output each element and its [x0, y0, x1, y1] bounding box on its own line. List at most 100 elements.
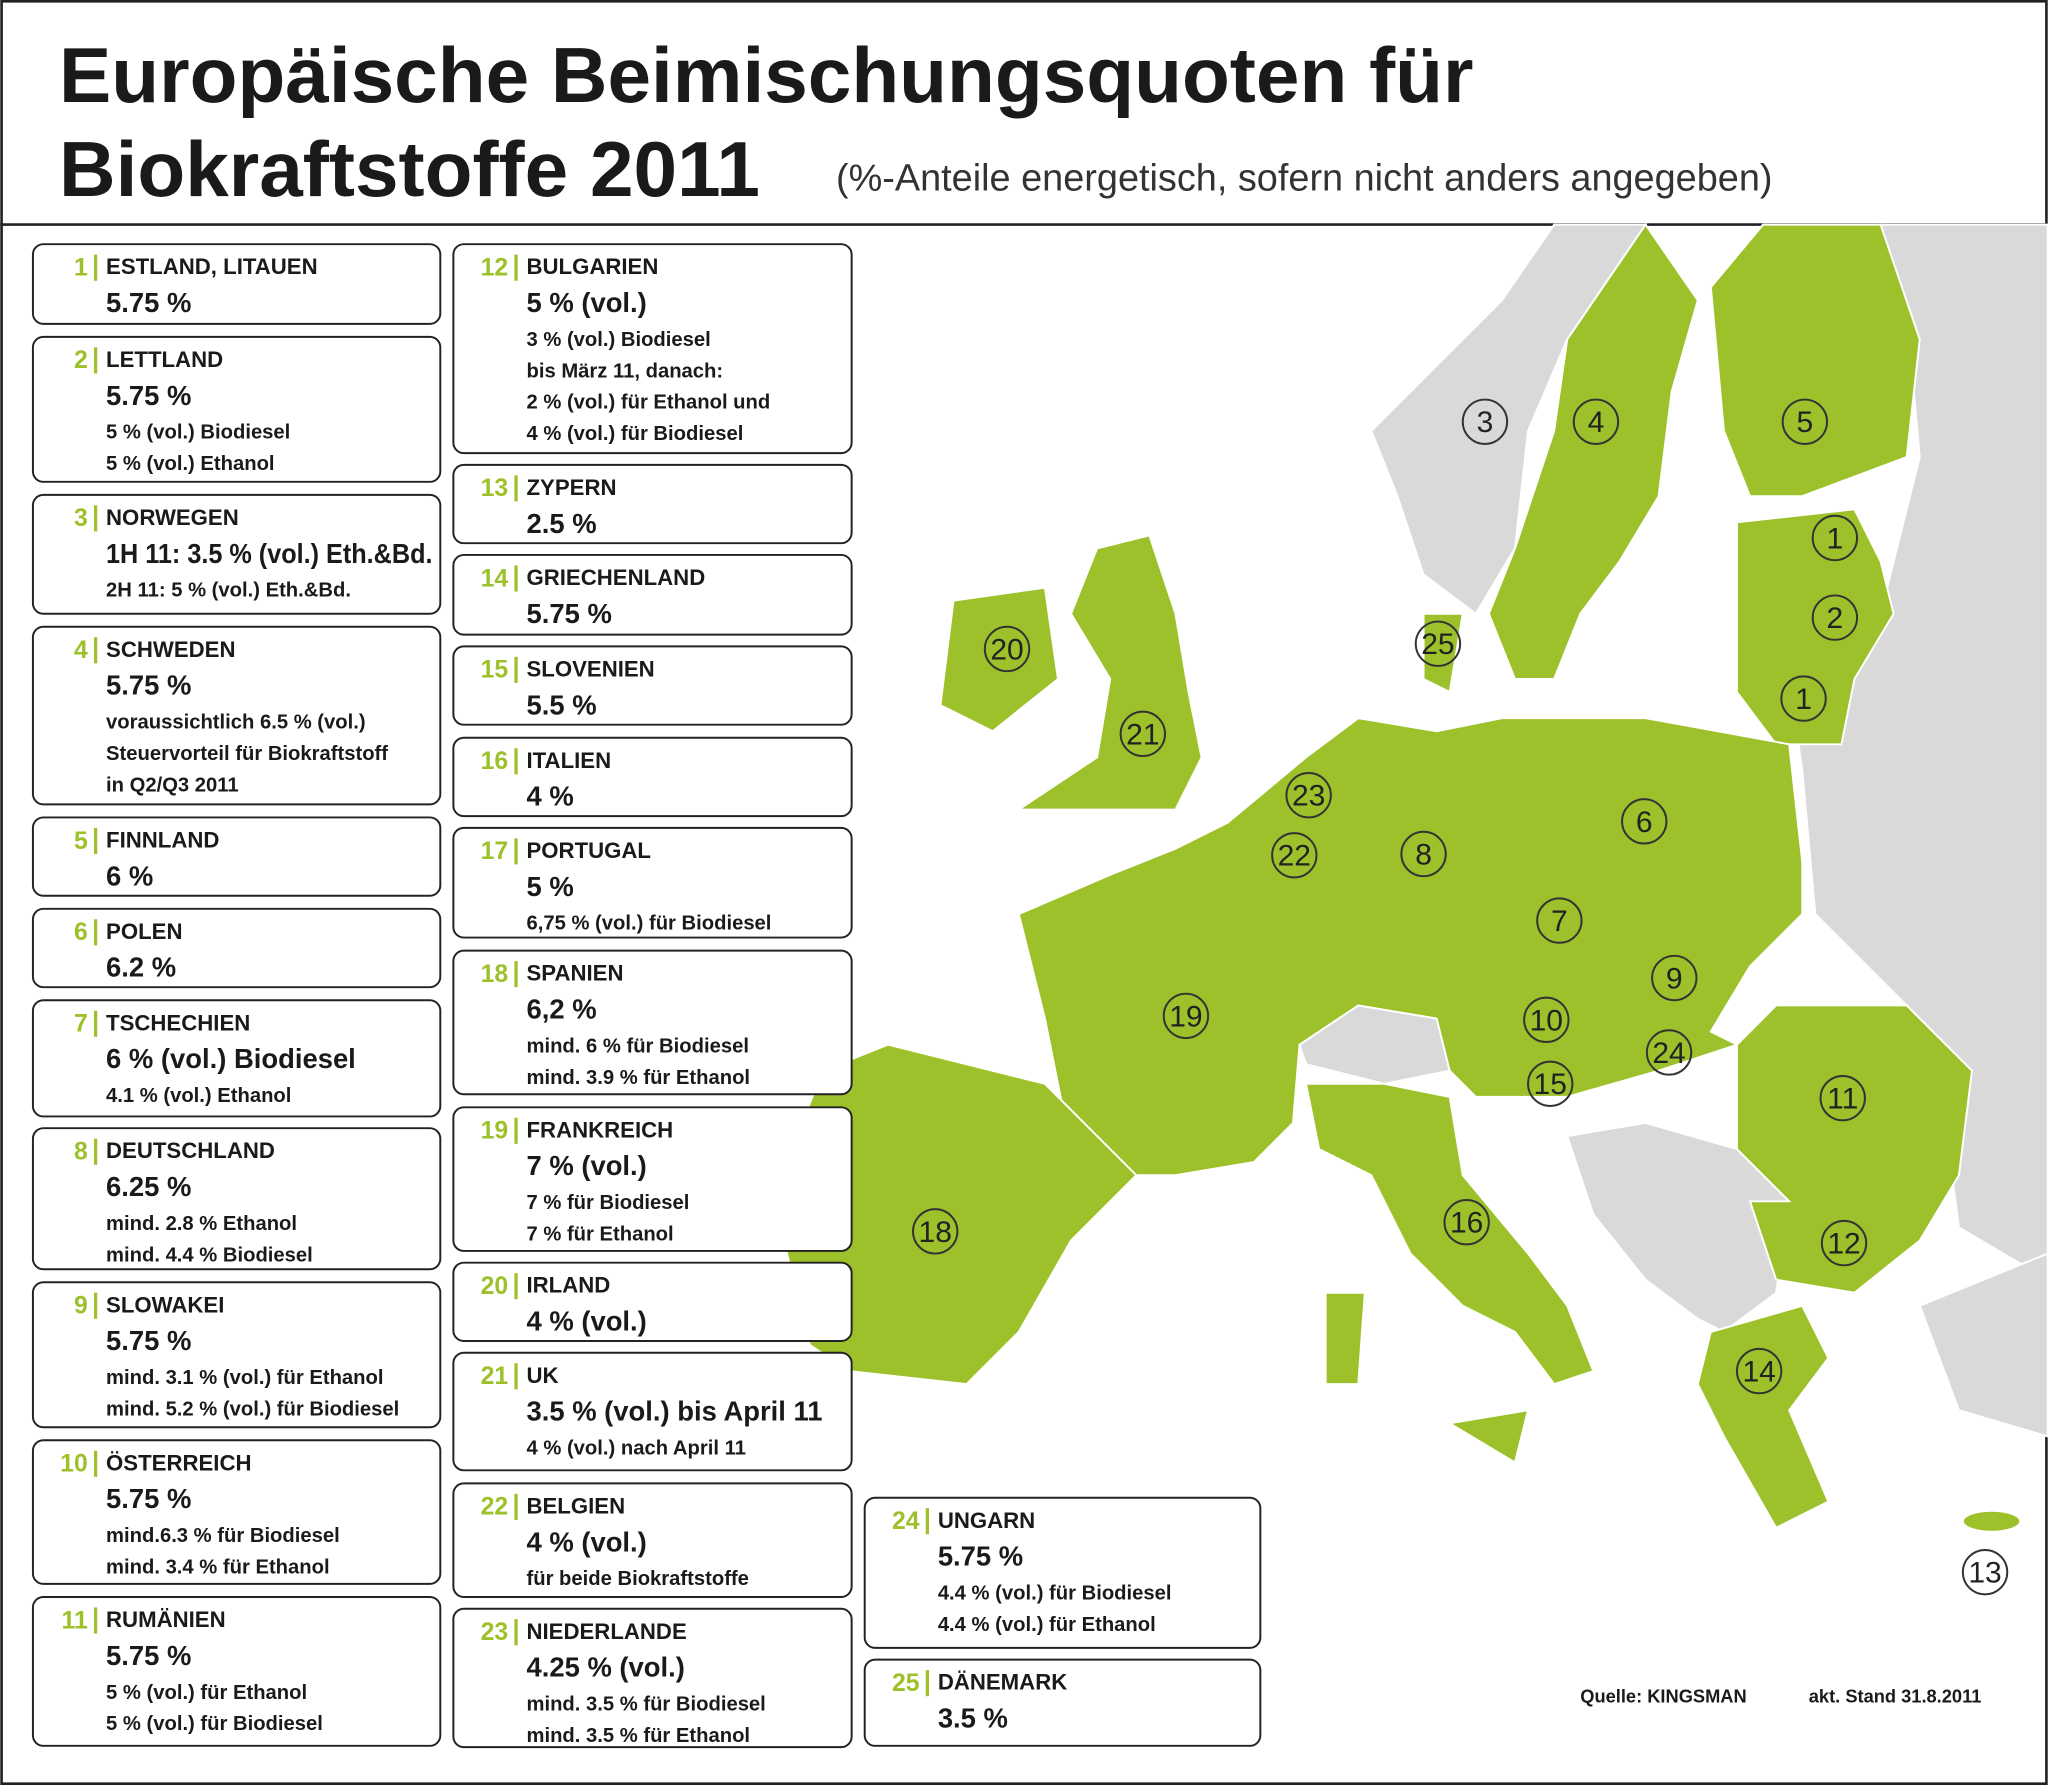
entry-frame: [452, 826, 853, 939]
entry-box: 22 BELGIEN 4 % (vol.) für beide Biokraftsto…: [452, 1482, 853, 1598]
land-italy: [1304, 1082, 1595, 1386]
map-marker-label: 23: [1292, 780, 1325, 813]
entry-box: 9 SLOWAKEI 5.75 % mind. 3.1 % (vol.) für Et…: [31, 1281, 442, 1429]
entry-frame: [31, 243, 442, 325]
entry-country: UK: [526, 1363, 558, 1388]
map-marker: [1572, 398, 1620, 445]
entry-detail: 6,75 % (vol.) für Biodiesel: [526, 913, 771, 935]
entry-box: 17 PORTUGAL 5 % 6,75 % (vol.) für Biodiesel: [452, 826, 853, 939]
entry-detail: 7 % für Biodiesel: [526, 1192, 689, 1214]
entry-number: 4: [74, 637, 88, 664]
entry-country: IRLAND: [526, 1273, 610, 1298]
entry-country: ITALIEN: [526, 748, 611, 773]
entry-detail: voraussichtlich 6.5 % (vol.): [106, 712, 366, 734]
date: akt. Stand 31.8.2011: [1809, 1686, 1982, 1707]
map-marker-label: 10: [1530, 1004, 1563, 1037]
map-marker-label: 19: [1169, 1000, 1202, 1033]
entry-frame: [863, 1496, 1262, 1649]
entry-box: 5 FINNLAND 6 %: [31, 816, 442, 897]
land-sweden: [1487, 222, 1699, 680]
entry-country: SPANIEN: [526, 961, 623, 986]
entry-country: POLEN: [106, 919, 182, 944]
map-marker: [1443, 1199, 1490, 1246]
entry-frame: [31, 816, 442, 897]
entry-value: 5.75 %: [106, 380, 191, 411]
map-marker-label: 2: [1827, 602, 1844, 635]
entry-value: 5.75 %: [106, 1483, 191, 1514]
entry-box: 12 BULGARIEN 5 % (vol.) 3 % (vol.) Biodiese…: [452, 243, 853, 455]
entry-country: NIEDERLANDE: [526, 1619, 686, 1644]
entry-box: 6 POLEN 6.2 %: [31, 907, 442, 989]
entry-country: ÖSTERREICH: [106, 1450, 251, 1475]
entry-value: 6 %: [106, 860, 153, 891]
entry-detail: mind. 3.4 % für Ethanol: [106, 1556, 330, 1578]
map-marker: [1162, 992, 1210, 1040]
entry-number: 25: [892, 1670, 920, 1697]
entry-country: SLOWAKEI: [106, 1292, 224, 1317]
map-marker-label: 8: [1415, 838, 1432, 871]
entry-detail: mind.6.3 % für Biodiesel: [106, 1525, 340, 1547]
entry-detail: 5 % (vol.) Biodiesel: [106, 422, 290, 444]
map-marker-label: 20: [990, 633, 1023, 666]
map-marker-label: 7: [1551, 905, 1568, 938]
map-marker-label: 4: [1588, 406, 1605, 439]
entry-value: 3.5 % (vol.) bis April 11: [526, 1396, 822, 1427]
entry-box: 13 ZYPERN 2.5 %: [452, 463, 853, 545]
entry-frame: [31, 625, 442, 806]
entry-box: 20 IRLAND 4 % (vol.): [452, 1261, 853, 1343]
entry-frame: [452, 1607, 853, 1749]
entry-number: 14: [481, 565, 509, 592]
map-marker-label: 16: [1450, 1207, 1483, 1240]
entry-country: BULGARIEN: [526, 254, 658, 279]
entry-frame: [31, 999, 442, 1118]
map-marker: [1961, 1548, 2009, 1596]
entry-box: 1 ESTLAND, LITAUEN 5.75 %: [31, 243, 442, 325]
land-sicily: [1446, 1409, 1530, 1464]
entry-detail: 3 % (vol.) Biodiesel: [526, 329, 710, 351]
map-marker-label: 3: [1477, 406, 1494, 439]
entry-country: UNGARN: [938, 1508, 1035, 1533]
entry-box: 8 DEUTSCHLAND 6.25 % mind. 2.8 % Ethanol min…: [31, 1127, 442, 1271]
land-uk: [1015, 534, 1203, 811]
entry-country: RUMÄNIEN: [106, 1607, 226, 1632]
entry-detail: 4.4 % (vol.) für Biodiesel: [938, 1583, 1172, 1605]
entry-number: 6: [74, 919, 88, 946]
map-marker-label: 6: [1636, 806, 1653, 839]
land-finland: [1709, 223, 1921, 498]
map-marker: [1780, 675, 1827, 722]
entry-number: 2: [74, 347, 88, 374]
entry-box: 7 TSCHECHIEN 6 % (vol.) Biodiesel 4.1 % (vo…: [31, 999, 442, 1118]
entry-value: 6.2 %: [106, 952, 176, 983]
entry-value: 1H 11: 3.5 % (vol.) Eth.&Bd.: [106, 538, 432, 569]
map-marker: [1523, 996, 1570, 1043]
map-marker-label: 5: [1797, 406, 1814, 439]
title-line: Europäische Beimischungsquoten für: [59, 31, 1473, 119]
map-marker: [1527, 1060, 1574, 1107]
map-marker: [1645, 1029, 1693, 1076]
map-marker: [1651, 954, 1698, 1002]
map-marker-label: 1: [1827, 522, 1844, 555]
entry-box: 21 UK 3.5 % (vol.) bis April 11 4 % (vol.) …: [452, 1351, 853, 1472]
entry-number: 19: [481, 1118, 509, 1145]
map-marker: [1811, 514, 1859, 562]
map-marker-label: 14: [1742, 1356, 1775, 1389]
title-line: Biokraftstoffe 2011: [59, 125, 760, 213]
entry-value: 5 %: [526, 871, 573, 902]
entry-number: 8: [74, 1139, 88, 1166]
entry-value: 3.5 %: [938, 1703, 1008, 1734]
entry-number: 18: [481, 961, 509, 988]
entry-country: NORWEGEN: [106, 505, 239, 530]
entry-number: 5: [74, 828, 88, 855]
entry-country: FINNLAND: [106, 827, 219, 852]
entry-frame: [452, 736, 853, 818]
land-balkans: [1565, 1121, 1791, 1334]
map-marker: [1820, 1219, 1868, 1267]
entry-value: 5.75 %: [938, 1541, 1023, 1572]
entry-frame: [452, 1482, 853, 1598]
entry-number: 12: [481, 255, 509, 282]
entry-number: 23: [481, 1619, 509, 1646]
entry-value: 5.75 %: [106, 1325, 191, 1356]
entry-frame: [863, 1658, 1262, 1747]
entry-number: 7: [74, 1011, 88, 1038]
